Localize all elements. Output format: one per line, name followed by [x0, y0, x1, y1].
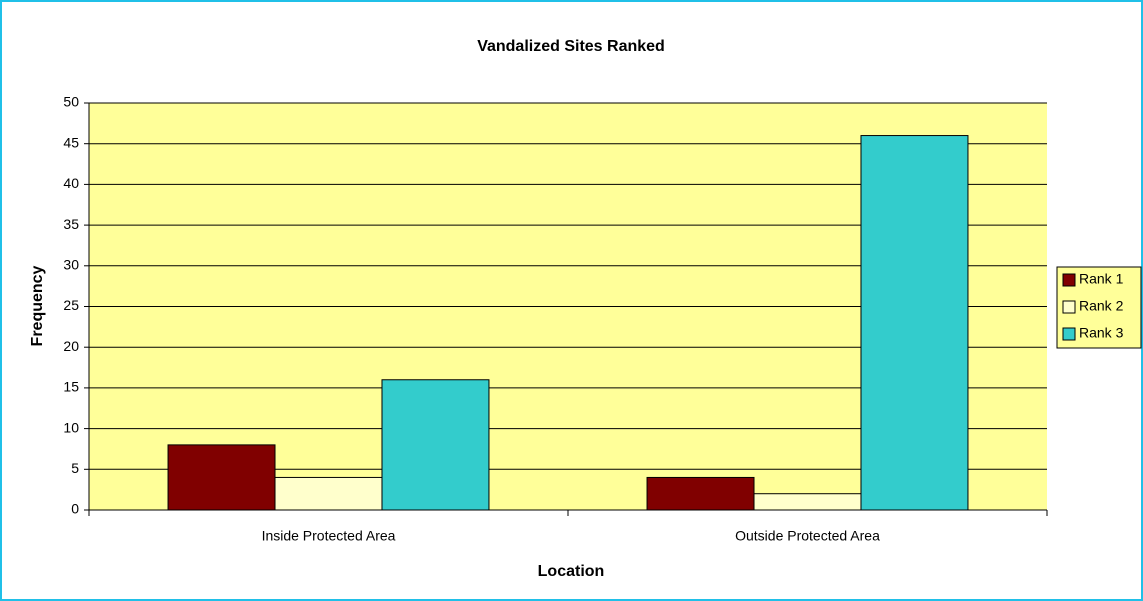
- legend-label: Rank 1: [1079, 271, 1124, 287]
- chart-title: Vandalized Sites Ranked: [477, 38, 665, 55]
- y-tick-label: 25: [63, 297, 79, 313]
- legend-label: Rank 2: [1079, 298, 1124, 314]
- bar: [860, 135, 969, 511]
- bar: [646, 476, 755, 511]
- bar: [753, 493, 862, 511]
- bar: [381, 379, 490, 511]
- legend-label: Rank 3: [1079, 325, 1124, 341]
- legend-swatch: [1062, 300, 1076, 314]
- y-tick-label: 10: [63, 419, 79, 435]
- x-tick-label: Inside Protected Area: [262, 528, 396, 544]
- y-tick-label: 20: [63, 338, 79, 354]
- y-tick-label: 30: [63, 257, 79, 273]
- y-tick-label: 5: [71, 460, 79, 476]
- legend-swatch: [1062, 327, 1076, 341]
- bar: [167, 444, 276, 511]
- legend-swatch: [1062, 273, 1076, 287]
- y-tick-label: 50: [63, 94, 79, 110]
- x-axis-label: Location: [538, 563, 605, 580]
- bar: [274, 476, 383, 511]
- y-tick-label: 0: [71, 501, 79, 517]
- y-axis-label: Frequency: [29, 265, 46, 346]
- x-tick-label: Outside Protected Area: [735, 528, 880, 544]
- y-tick-label: 40: [63, 175, 79, 191]
- y-tick-label: 15: [63, 379, 79, 395]
- y-tick-label: 35: [63, 216, 79, 232]
- y-tick-label: 45: [63, 134, 79, 150]
